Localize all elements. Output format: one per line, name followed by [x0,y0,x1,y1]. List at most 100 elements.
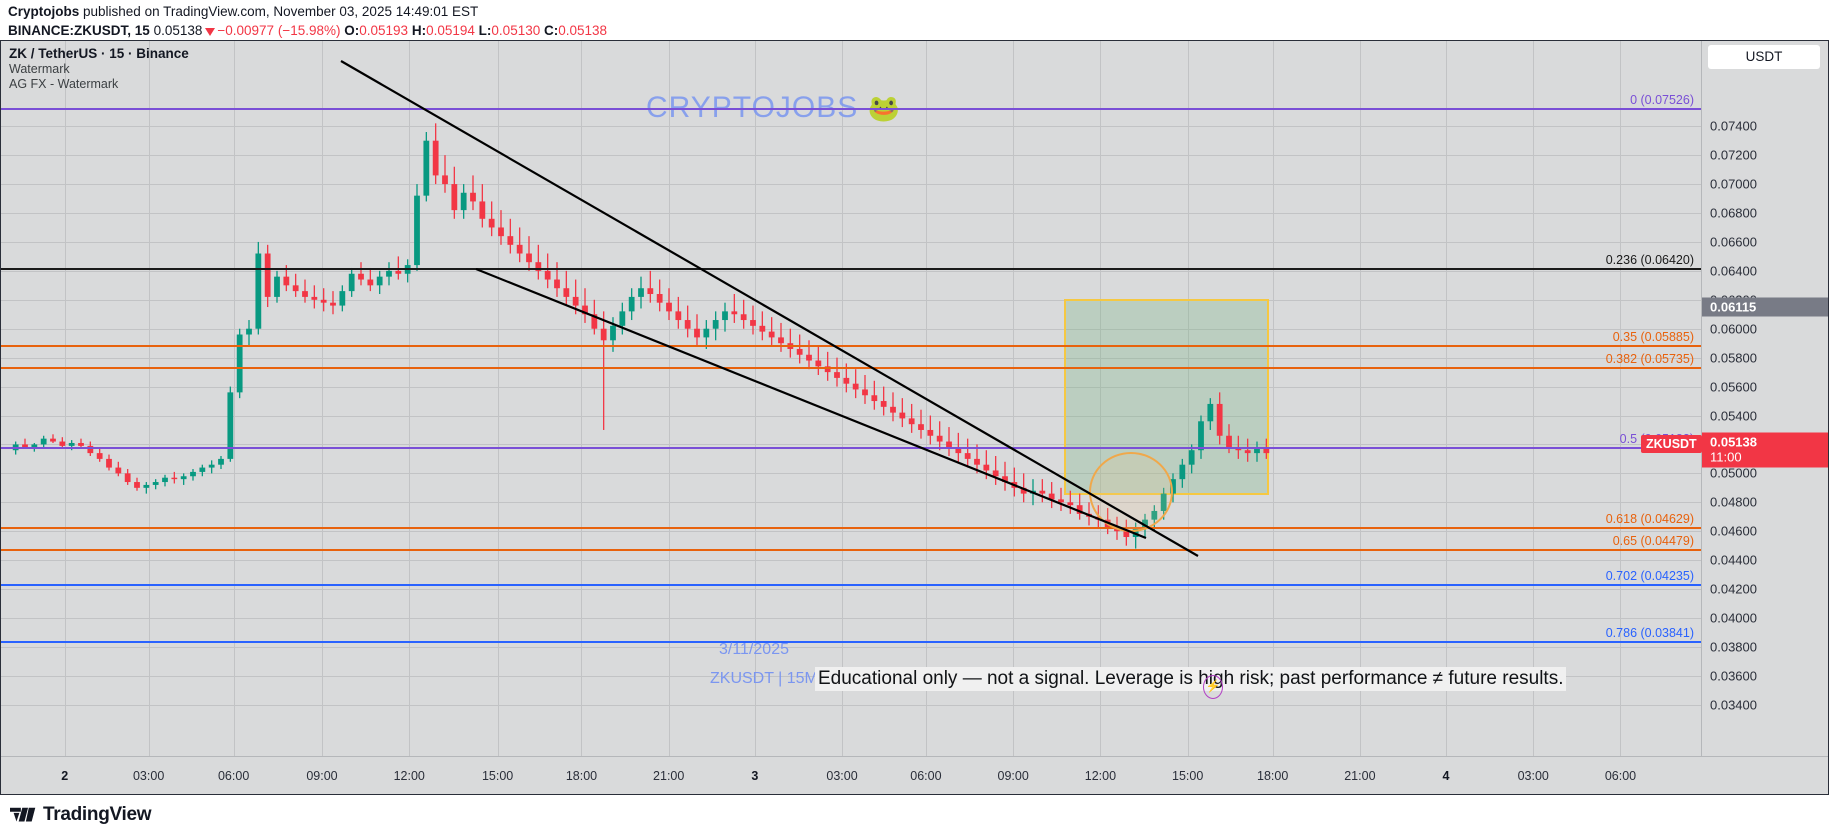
previous-close-badge: 0.06115 [1702,297,1828,317]
time-tick-label: 2 [61,769,69,783]
candle-body [796,348,803,355]
candle-body [302,291,308,297]
interval-label: 15 [134,23,150,38]
price-tick-label: 0.04800 [1710,494,1757,510]
time-tick-label: 12:00 [393,769,425,783]
fib-level-line[interactable] [1,527,1701,530]
candle-body [871,395,878,402]
quote-line: BINANCE:ZKUSDT, 15 0.05138 −0.00977 (−15.… [8,22,1829,39]
annotation-symbol: ZKUSDT | 15M [710,670,818,687]
candle-body [815,360,822,367]
candle-body [395,270,402,274]
candle-body [348,273,355,292]
fib-level-line[interactable] [1,447,1701,450]
candle-body [1048,493,1055,500]
time-tick-label: 03:00 [132,769,165,783]
candle-body [768,331,775,338]
price-tick-label: 0.05400 [1710,408,1757,423]
time-tick-label: 09:00 [306,769,338,783]
legend-watermark-1: Watermark [9,62,70,76]
circle-marker-annotation[interactable] [1089,452,1173,532]
fib-level-line[interactable] [1,584,1701,586]
candle-body [40,438,47,445]
candle-body [890,406,896,413]
time-tick-label: 4 [1442,769,1450,783]
price-down-arrow-icon [205,28,216,36]
price-tick-label: 0.04200 [1710,581,1757,597]
publish-line: Cryptojobs published on TradingView.com,… [8,4,1829,20]
candle-body [274,276,280,297]
time-tick-label: 06:00 [217,769,250,783]
fib-level-line[interactable] [1,345,1701,348]
price-tick-label: 0.04600 [1710,523,1757,539]
price-tick-label: 0.04000 [1710,610,1757,626]
price-scale[interactable]: USDT 0.06115 0.05138 11:00 0.07400 0.0720… [1701,41,1828,756]
time-tick-label: 06:00 [910,769,942,783]
candle-body [1188,450,1195,465]
candle-body [880,401,887,407]
candle-body [96,453,103,459]
candle-body [1198,421,1204,451]
candle-body [59,441,66,446]
candle-body [610,325,616,341]
candle-body [675,311,682,321]
candle-body [180,476,187,480]
candle-body [1263,447,1270,454]
candle-body [582,305,588,315]
candle-body [1179,464,1186,480]
gridline-vertical [1446,41,1447,756]
candle-body [591,314,598,329]
candle-body [740,314,747,321]
current-price-value: 0.05138 [1710,434,1757,450]
candle-body [1254,447,1260,454]
candle-body [992,470,999,477]
candle-body [974,458,980,465]
candle-body [1011,482,1018,488]
time-tick-label: 21:00 [1344,769,1376,783]
candle-body [22,444,28,448]
candle-body [554,279,560,289]
fib-level-label: 0.382 (0.05735) [1605,352,1694,367]
price-tick-label: 0.05600 [1710,379,1757,395]
gridline-vertical [1272,41,1274,756]
price-tick-label: 0.07200 [1710,147,1757,163]
candle-body [311,296,318,300]
candle-body [964,453,971,459]
candle-body [367,279,374,286]
open-value: 0.05193 [359,23,409,38]
fib-level-line[interactable] [1,641,1701,643]
candle-body [386,270,392,277]
candle-body [460,192,467,211]
candle-body [1058,499,1064,503]
fib-level-line[interactable] [1,367,1701,370]
candle-body [115,467,122,474]
candle-body [927,429,934,436]
chart-frame: CRYPTOJOBS 🐸 ZK / TetherUS · 15 · Binanc… [0,40,1829,795]
gridline-vertical [1620,41,1622,756]
tradingview-logo[interactable]: TradingView [10,804,152,826]
candle-body [647,288,654,295]
symbol-label: BINANCE:ZKUSDT, [8,23,131,38]
candle-body [722,311,728,321]
candle-body [442,175,448,185]
candle-body [936,435,943,442]
candle-body [516,244,523,254]
candle-body [656,294,663,303]
fib-level-line[interactable] [1,548,1701,551]
candle-body [152,482,159,485]
candle-body [358,273,364,280]
gridline-horizontal [1,560,1701,562]
fib-level-label: 0.618 (0.04629) [1605,512,1694,527]
time-tick-label: 15:00 [481,769,514,783]
chart-plot-area[interactable]: CRYPTOJOBS 🐸 ZK / TetherUS · 15 · Binanc… [1,41,1701,756]
candle-body [1067,502,1074,506]
candle-body [124,473,131,483]
time-scale[interactable]: 2 03:00 06:00 09:00 12:00 15:00 18:00 21:00 3 03:… [1,756,1828,794]
price-tick-label: 0.05000 [1710,465,1757,481]
fib-level-line[interactable] [1,267,1701,270]
fib-level-line[interactable] [1,108,1701,110]
candle-body [1216,403,1223,436]
gridline-horizontal [1,618,1701,619]
candle-body [1039,490,1046,494]
symbol-price-tag: ZKUSDT [1641,435,1702,453]
